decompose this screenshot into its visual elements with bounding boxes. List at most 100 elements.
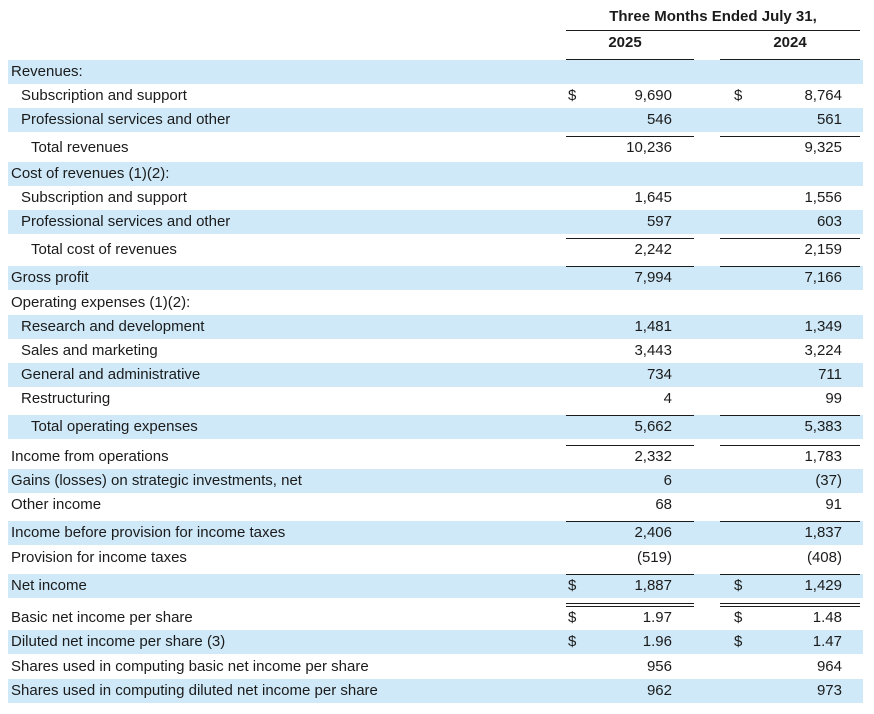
table-row: Subscription and support 1,645 1,556 (8, 186, 863, 210)
total-rule (720, 238, 860, 239)
value-2025: 1,887 (634, 577, 672, 594)
row-label: Restructuring (21, 390, 111, 407)
total-rule (720, 266, 860, 267)
year-2024-heading: 2024 (773, 34, 807, 51)
value-2024: 1,349 (804, 318, 842, 335)
value-2024: 9,325 (804, 139, 842, 156)
row-label: Operating expenses (1)(2): (11, 294, 191, 311)
row-label: Gross profit (11, 269, 89, 286)
value-2025: 1,481 (634, 318, 672, 335)
row-label: Cost of revenues (1)(2): (11, 165, 170, 182)
double-underline-rule (720, 606, 860, 607)
total-rule (566, 415, 694, 416)
row-label: Professional services and other (21, 213, 231, 230)
row-label: Subscription and support (21, 189, 187, 206)
value-2025: 9,690 (634, 87, 672, 104)
currency-symbol-2025: $ (568, 577, 577, 594)
currency-symbol-2025: $ (568, 609, 577, 626)
total-rule (566, 521, 694, 522)
value-2024: 1,837 (804, 524, 842, 541)
table-row: Research and development 1,481 1,349 (8, 315, 863, 339)
table-row: Total operating expenses 5,662 5,383 (8, 415, 863, 439)
value-2024: 603 (816, 213, 842, 230)
table-row: Other income 68 91 (8, 493, 863, 517)
value-2025: 956 (646, 658, 672, 675)
table-row: Diluted net income per share (3) $ $1.96 1.… (8, 630, 863, 654)
table-row: Revenues: (8, 60, 863, 84)
table-row: Sales and marketing 3,443 3,224 (8, 339, 863, 363)
value-2025: 546 (646, 111, 672, 128)
year-2025-rule (566, 59, 694, 60)
value-2024: 5,383 (804, 418, 842, 435)
table-row: Income from operations 2,332 1,783 (8, 445, 863, 469)
header-rule (566, 30, 860, 31)
total-rule (566, 238, 694, 239)
value-2025: 3,443 (634, 342, 672, 359)
total-rule (720, 521, 860, 522)
value-2025: 4 (663, 390, 672, 407)
row-label: Shares used in computing basic net incom… (11, 658, 369, 675)
value-2024: 91 (825, 496, 842, 513)
currency-symbol-2025: $ (568, 87, 577, 104)
currency-symbol-2024: $ (734, 609, 743, 626)
row-label: Income before provision for income taxes (11, 524, 286, 541)
total-rule (720, 136, 860, 137)
value-2025: 10,236 (626, 139, 672, 156)
value-2025: 1,645 (634, 189, 672, 206)
table-row: Shares used in computing basic net incom… (8, 655, 863, 679)
table-row: Professional services and other 546 561 (8, 108, 863, 132)
total-rule (720, 445, 860, 446)
row-label: General and administrative (21, 366, 201, 383)
row-label: Basic net income per share (11, 609, 193, 626)
row-label: Total operating expenses (31, 418, 198, 435)
value-2025: 734 (646, 366, 672, 383)
currency-symbol-2025: $ (568, 633, 577, 650)
table-row: Cost of revenues (1)(2): (8, 162, 863, 186)
table-row: Basic net income per share $ $1.97 1.48 (8, 606, 863, 630)
row-label: Other income (11, 496, 102, 513)
value-2025: 2,242 (634, 241, 672, 258)
value-2024: 973 (816, 682, 842, 699)
row-label: Income from operations (11, 448, 169, 465)
value-2024: (408) (806, 549, 842, 566)
value-2025: 5,662 (634, 418, 672, 435)
row-label: Provision for income taxes (11, 549, 187, 566)
table-row: Gross profit 7,994 7,166 (8, 266, 863, 290)
value-2024: 99 (825, 390, 842, 407)
total-rule (566, 136, 694, 137)
double-underline-rule (566, 606, 694, 607)
period-heading: Three Months Ended July 31, (609, 8, 817, 25)
value-2024: 711 (818, 366, 842, 383)
value-2024: 8,764 (804, 87, 842, 104)
row-label: Research and development (21, 318, 205, 335)
value-2024: 2,159 (804, 241, 842, 258)
table-row: Total cost of revenues 2,242 2,159 (8, 238, 863, 262)
value-2025: 2,406 (634, 524, 672, 541)
table-row: Net income $ $1,887 1,429 (8, 574, 863, 598)
table-row: General and administrative 734 711 (8, 363, 863, 387)
total-rule (720, 415, 860, 416)
table-row: Shares used in computing diluted net inc… (8, 679, 863, 703)
value-2025: 597 (646, 213, 672, 230)
value-2024: 7,166 (804, 269, 842, 286)
year-2024-rule (720, 59, 860, 60)
value-2025: 962 (646, 682, 672, 699)
row-label: Diluted net income per share (3) (11, 633, 226, 650)
row-label: Gains (losses) on strategic investments,… (11, 472, 302, 489)
table-row: Gains (losses) on strategic investments,… (8, 469, 863, 493)
table-row: Operating expenses (1)(2): (8, 291, 863, 315)
value-2025: 68 (655, 496, 672, 513)
row-label: Sales and marketing (21, 342, 158, 359)
value-2025: 1.96 (642, 633, 672, 650)
value-2024: 964 (816, 658, 842, 675)
total-rule (720, 574, 860, 575)
value-2024: 1,556 (804, 189, 842, 206)
value-2025: 2,332 (634, 448, 672, 465)
table-row: Provision for income taxes (519) (408) (8, 546, 863, 570)
year-2025-heading: 2025 (608, 34, 642, 51)
currency-symbol-2024: $ (734, 577, 743, 594)
row-label: Total revenues (31, 139, 129, 156)
table-row: Subscription and support $ $9,690 8,764 (8, 84, 863, 108)
currency-symbol-2024: $ (734, 633, 743, 650)
total-rule (566, 266, 694, 267)
